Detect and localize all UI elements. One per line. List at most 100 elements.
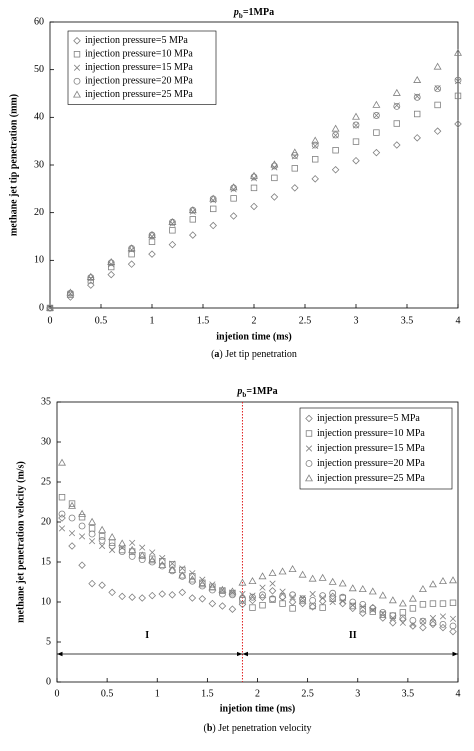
y-tick-label: 30	[41, 436, 51, 447]
x-tick-label: 1	[155, 688, 160, 699]
marker-circle	[389, 612, 397, 619]
marker-diamond	[208, 599, 217, 608]
chart-title: pb=1MPa	[236, 386, 277, 398]
marker-triangle	[433, 62, 442, 70]
marker-circle	[379, 609, 387, 616]
marker-diamond	[331, 166, 340, 174]
chart-title: pb=1MPa	[233, 7, 274, 19]
marker-circle	[107, 259, 115, 267]
marker-triangle	[209, 194, 218, 202]
y-tick-label: 15	[41, 556, 51, 567]
marker-triangle	[368, 587, 377, 595]
marker-triangle	[331, 124, 340, 132]
marker-square	[78, 514, 86, 521]
marker-circle	[339, 593, 347, 601]
legend-label: injection pressure=5 MPa	[85, 35, 188, 46]
marker-diamond	[291, 184, 299, 192]
y-tick-label: 50	[34, 64, 44, 75]
marker-square	[413, 110, 421, 118]
marker-triangle	[229, 183, 238, 191]
marker-circle	[332, 131, 340, 139]
marker-square	[249, 604, 256, 611]
marker-triangle	[378, 591, 387, 599]
marker-x	[279, 588, 286, 595]
marker-x	[58, 525, 66, 532]
x-tick-label: 3	[355, 688, 360, 699]
marker-diamond	[88, 579, 96, 588]
marker-square	[209, 205, 217, 213]
marker-diamond	[128, 593, 136, 601]
marker-circle	[449, 622, 457, 630]
legend-label: injection pressure=15 MPa	[85, 62, 193, 73]
marker-circle	[270, 162, 278, 170]
marker-x	[169, 560, 176, 567]
marker-triangle	[449, 576, 457, 584]
marker-diamond	[454, 120, 462, 128]
marker-circle	[429, 619, 437, 627]
marker-circle	[67, 289, 74, 297]
marker-circle	[239, 595, 246, 603]
marker-square	[454, 92, 462, 100]
marker-triangle	[128, 545, 137, 553]
marker-square	[230, 195, 237, 202]
marker-diamond	[409, 622, 417, 630]
caption-part: ) Jet penetration velocity	[212, 723, 311, 734]
caption: (a) Jet tip penetration	[211, 349, 297, 360]
y-tick-label: 35	[41, 396, 51, 407]
legend-marker	[305, 430, 313, 437]
marker-square	[434, 101, 441, 109]
marker-square	[68, 500, 76, 507]
marker-x	[449, 615, 457, 622]
marker-square	[373, 129, 380, 136]
marker-triangle	[270, 160, 279, 168]
marker-triangle	[148, 556, 157, 564]
marker-square	[393, 120, 400, 127]
title-part: p	[233, 7, 239, 18]
marker-circle	[229, 591, 236, 599]
legend-label: injection pressure=5 MPa	[317, 413, 420, 424]
legend-marker	[73, 36, 81, 45]
marker-triangle	[288, 564, 297, 572]
marker-circle	[98, 537, 106, 544]
marker-triangle	[290, 148, 299, 156]
marker-x	[149, 549, 156, 556]
marker-triangle	[358, 584, 367, 592]
marker-square	[329, 595, 336, 602]
marker-diamond	[158, 590, 167, 598]
y-tick-label: 20	[41, 516, 51, 527]
marker-square	[259, 602, 266, 609]
marker-triangle	[311, 136, 320, 144]
marker-x	[179, 565, 186, 572]
marker-square	[98, 533, 106, 540]
marker-triangle	[338, 579, 347, 587]
marker-circle	[329, 589, 337, 597]
marker-circle	[309, 597, 317, 604]
marker-square	[58, 493, 66, 501]
y-axis-label: methane jet penetration velocity (m/s)	[15, 461, 26, 623]
marker-diamond	[228, 605, 237, 613]
marker-x	[369, 606, 376, 614]
marker-x	[129, 539, 136, 546]
x-tick-label: 2	[252, 315, 257, 326]
marker-circle	[352, 121, 360, 129]
x-tick-label: 0	[55, 688, 60, 699]
marker-diamond	[148, 591, 157, 600]
x-tick-label: 2.5	[301, 688, 314, 699]
x-tick-label: 0.5	[101, 688, 114, 699]
marker-diamond	[168, 240, 177, 249]
marker-x	[159, 554, 166, 562]
marker-diamond	[148, 250, 156, 258]
marker-circle	[393, 102, 401, 110]
legend-marker	[305, 460, 313, 467]
marker-x	[329, 598, 336, 606]
marker-x	[89, 538, 96, 545]
marker-diamond	[78, 561, 86, 569]
marker-x	[429, 614, 437, 622]
marker-triangle	[127, 244, 136, 252]
marker-diamond	[118, 592, 126, 601]
legend-marker	[305, 445, 313, 452]
x-tick-label: 4	[456, 315, 461, 326]
y-tick-label: 25	[41, 476, 51, 487]
marker-diamond	[298, 599, 307, 608]
marker-square	[352, 138, 360, 145]
